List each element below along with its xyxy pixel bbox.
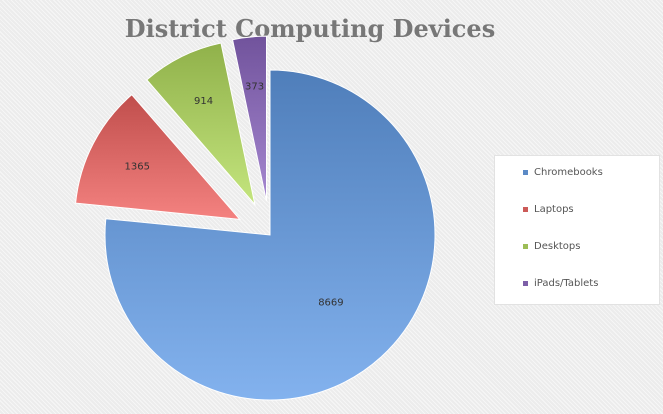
legend-item: Desktops [523,237,580,255]
legend-label: Desktops [534,240,581,252]
data-label: 373 [245,81,264,92]
pie-slice-desktops [146,42,256,207]
legend-label: iPads/Tablets [534,277,599,289]
legend-marker-icon [523,243,528,249]
legend-marker-icon [523,169,528,175]
pie-slice-laptops [75,93,242,220]
legend-marker-icon [523,280,528,286]
chart-title: District Computing Devices [124,14,496,43]
pie-slice-chromebooks [104,69,436,401]
legend-marker-icon [523,206,528,212]
data-label: 1365 [125,161,150,172]
pie-slice-ipads-tablets [231,35,267,202]
legend-label: Chromebooks [534,166,603,178]
legend: Chromebooks Laptops Desktops iPads/Tablets [494,155,660,305]
legend-item: Laptops [523,200,574,218]
data-label: 914 [194,96,213,107]
legend-item: Chromebooks [523,163,603,181]
legend-item: iPads/Tablets [523,274,598,292]
legend-label: Laptops [534,203,574,215]
data-label: 8669 [318,297,343,308]
